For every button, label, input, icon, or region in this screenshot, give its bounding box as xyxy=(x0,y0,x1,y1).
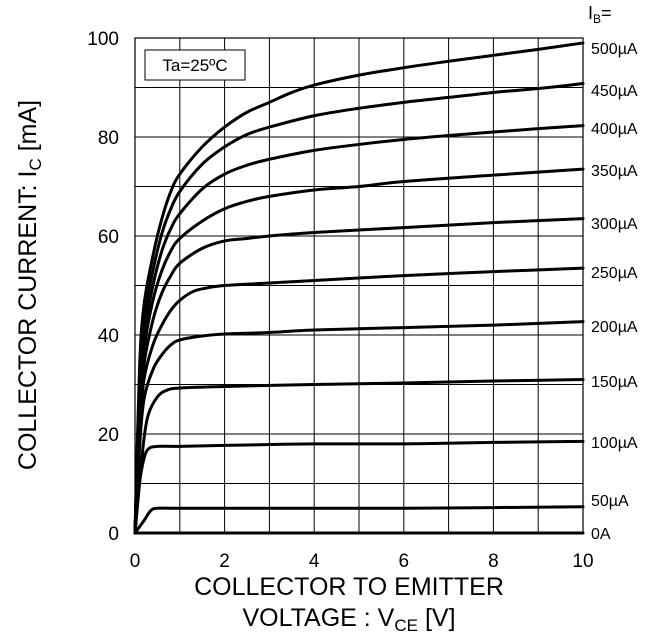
curve-label: 250µA xyxy=(591,265,638,282)
y-tick-label: 100 xyxy=(87,29,119,50)
curve-label: 300µA xyxy=(591,216,638,233)
x-axis-title-line1: COLLECTOR TO EMITTER xyxy=(194,573,504,601)
y-tick-label: 40 xyxy=(98,326,119,347)
curve-100µA xyxy=(133,439,585,535)
curve-label: 0A xyxy=(591,526,611,543)
x-tick-label: 8 xyxy=(488,551,499,572)
x-tick-label: 10 xyxy=(572,551,593,572)
curve-400µA xyxy=(133,124,585,535)
curve-label: 500µA xyxy=(591,41,638,58)
x-tick-label: 6 xyxy=(399,551,410,572)
x-tick-label: 4 xyxy=(309,551,320,572)
grid xyxy=(135,38,583,533)
annotation-text: Ta=25ºC xyxy=(162,56,227,75)
curve-300µA xyxy=(133,217,585,535)
legend-title: IB= xyxy=(588,3,612,26)
curve-50µA xyxy=(133,505,585,535)
x-tick-label: 2 xyxy=(219,551,230,572)
curve-label: 400µA xyxy=(591,121,638,138)
x-tick-labels: 0 2 4 6 8 10 xyxy=(130,551,594,572)
annotation-box xyxy=(144,49,246,81)
x-tick-label: 0 xyxy=(130,551,141,572)
y-axis-title: COLLECTOR CURRENT: IC [mA] xyxy=(14,100,45,470)
curve-label: 200µA xyxy=(591,319,638,336)
curve-250µA xyxy=(133,266,585,535)
y-tick-labels: 0 20 40 60 80 100 xyxy=(87,29,119,545)
y-tick-label: 60 xyxy=(98,227,119,248)
curve-label: 450µA xyxy=(591,83,638,100)
curve-350µA xyxy=(133,167,585,535)
x-axis-title-line2: VOLTAGE : VCE [V] xyxy=(242,604,455,633)
curve-label: 350µA xyxy=(591,163,638,180)
y-tick-label: 80 xyxy=(98,128,119,149)
curve-label: 150µA xyxy=(591,374,638,391)
y-tick-label: 0 xyxy=(108,524,119,545)
curve-label: 50µA xyxy=(591,493,629,510)
curve-500µA xyxy=(133,41,585,535)
curve-150µA xyxy=(133,378,585,535)
y-tick-label: 20 xyxy=(98,425,119,446)
curve-labels: 0A 50µA 100µA 150µA 200µA 250µA 300µA 350µA 400µ… xyxy=(591,41,638,543)
curve-450µA xyxy=(133,82,585,535)
curve-label: 100µA xyxy=(591,435,638,452)
curves xyxy=(133,41,585,535)
curve-200µA xyxy=(133,320,585,535)
